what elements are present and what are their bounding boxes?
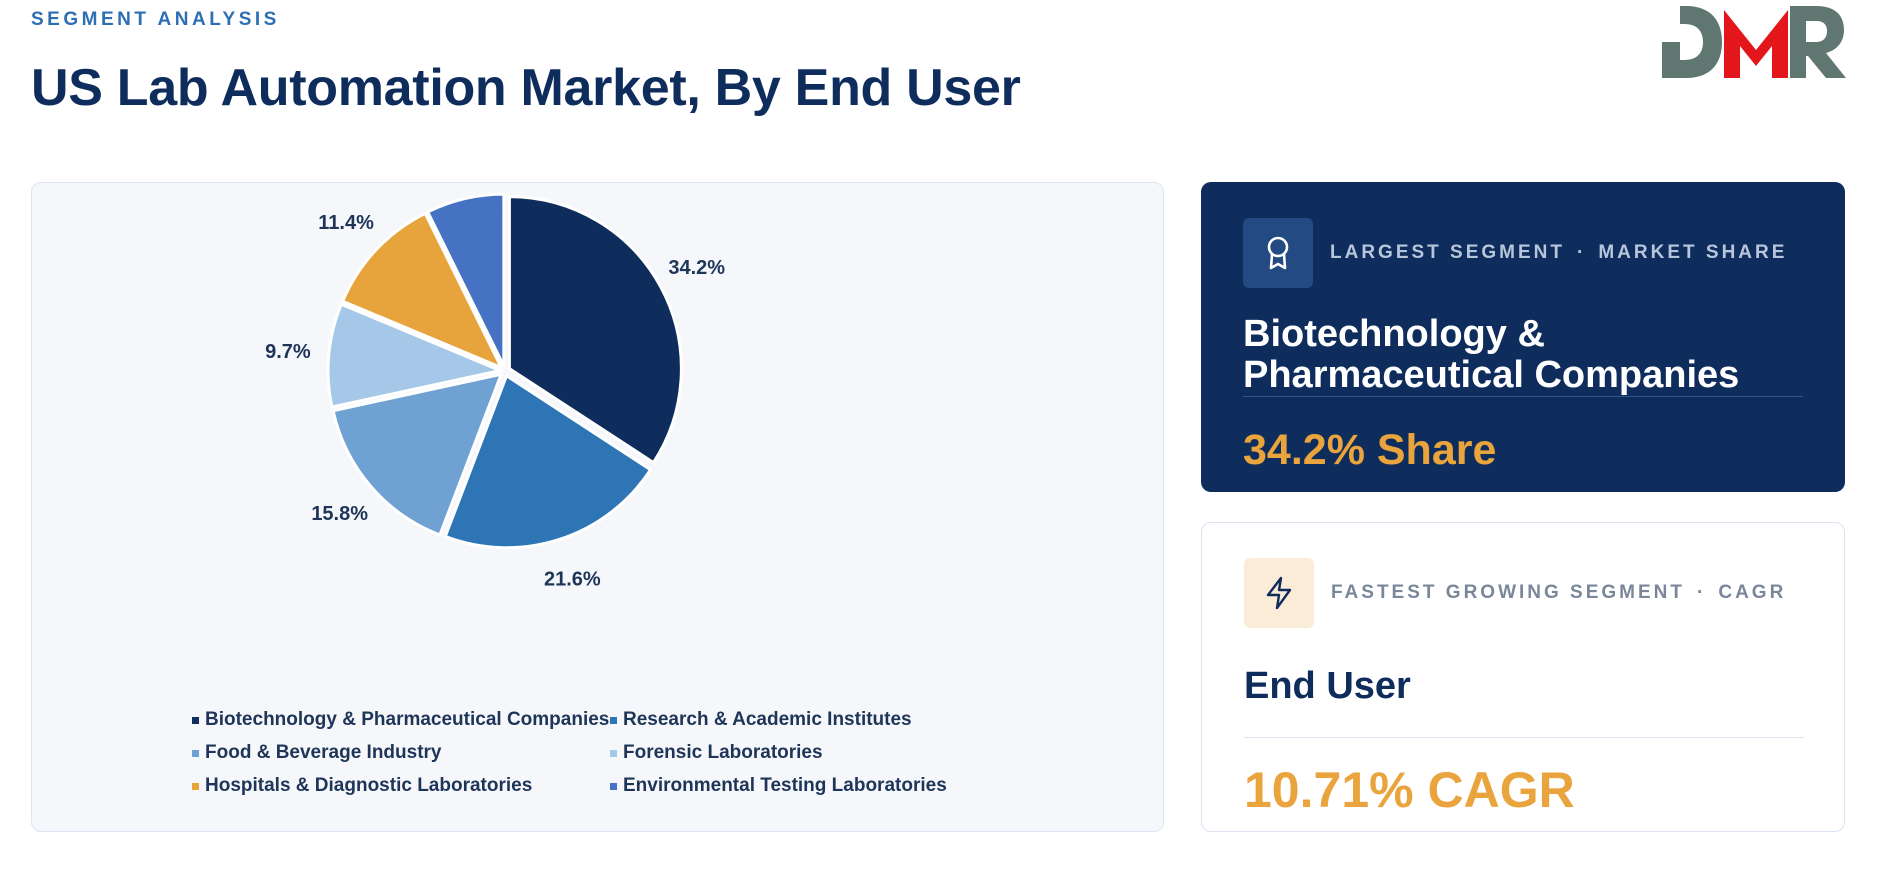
divider	[1243, 396, 1803, 397]
largest-segment-card: LARGEST SEGMENT · MARKET SHARE Biotechnolo…	[1201, 182, 1845, 492]
pie-slice	[340, 211, 505, 371]
award-icon-box	[1243, 218, 1313, 288]
largest-segment-share: 34.2% Share	[1243, 426, 1497, 474]
legend-item: Biotechnology & Pharmaceutical Companies	[192, 708, 610, 732]
fastest-segment-card: FASTEST GROWING SEGMENT · CAGR End User 10…	[1201, 522, 1845, 832]
pie-slice	[443, 373, 653, 550]
page-title: US Lab Automation Market, By End User	[31, 59, 1021, 117]
legend-label: Environmental Testing Laboratories	[623, 775, 947, 796]
legend-swatch	[610, 749, 617, 757]
award-icon	[1267, 236, 1289, 270]
legend-label: Hospitals & Diagnostic Laboratories	[205, 775, 533, 796]
kicker-metric: MARKET SHARE	[1598, 242, 1788, 263]
slice-value-label: 15.8%	[311, 503, 368, 525]
legend-item: Environmental Testing Laboratories	[610, 774, 950, 798]
slice-value-label: 21.6%	[544, 568, 601, 590]
fastest-segment-name: End User	[1244, 665, 1411, 707]
chart-card: 34.2%21.6%15.8%9.7%11.4%7.3% Biotechnolo…	[31, 182, 1164, 832]
fastest-segment-cagr: 10.71% CAGR	[1244, 762, 1575, 818]
largest-segment-name: Biotechnology & Pharmaceutical Companies	[1243, 313, 1740, 396]
legend-swatch	[610, 716, 617, 724]
fastest-segment-kicker: FASTEST GROWING SEGMENT · CAGR	[1331, 582, 1786, 604]
pie-slice	[326, 302, 505, 409]
lightning-icon-box	[1244, 558, 1314, 628]
lightning-icon	[1266, 576, 1292, 610]
slice-value-label: 34.2%	[668, 257, 725, 279]
legend-label: Food & Beverage Industry	[205, 742, 442, 763]
legend-item: Forensic Laboratories	[610, 741, 950, 765]
largest-segment-kicker: LARGEST SEGMENT · MARKET SHARE	[1330, 242, 1787, 264]
kicker-separator: ·	[1697, 582, 1707, 603]
divider	[1244, 737, 1804, 738]
pie-slice	[331, 372, 504, 537]
legend-swatch	[192, 782, 199, 790]
legend-item: Hospitals & Diagnostic Laboratories	[192, 774, 610, 798]
legend-label: Research & Academic Institutes	[623, 709, 912, 730]
pie-slice	[507, 195, 683, 465]
slice-value-label: 11.4%	[318, 212, 374, 234]
legend-swatch	[192, 716, 199, 724]
legend-swatch	[192, 749, 199, 757]
legend-item: Food & Beverage Industry	[192, 741, 610, 765]
kicker-separator: ·	[1577, 242, 1587, 263]
section-eyebrow: SEGMENT ANALYSIS	[31, 9, 280, 30]
legend-label: Biotechnology & Pharmaceutical Companies	[205, 709, 610, 730]
slice-value-label: 9.7%	[265, 341, 311, 363]
pie-chart: 34.2%21.6%15.8%9.7%11.4%7.3%	[265, 192, 725, 590]
kicker-label: FASTEST GROWING SEGMENT	[1331, 582, 1686, 603]
chart-legend: Biotechnology & Pharmaceutical Companies…	[192, 708, 952, 798]
legend-label: Forensic Laboratories	[623, 742, 823, 763]
pie-slice	[425, 192, 506, 367]
dmr-logo	[1660, 2, 1846, 82]
legend-item: Research & Academic Institutes	[610, 708, 950, 732]
kicker-label: LARGEST SEGMENT	[1330, 242, 1566, 263]
legend-swatch	[610, 782, 617, 790]
kicker-metric: CAGR	[1718, 582, 1787, 603]
